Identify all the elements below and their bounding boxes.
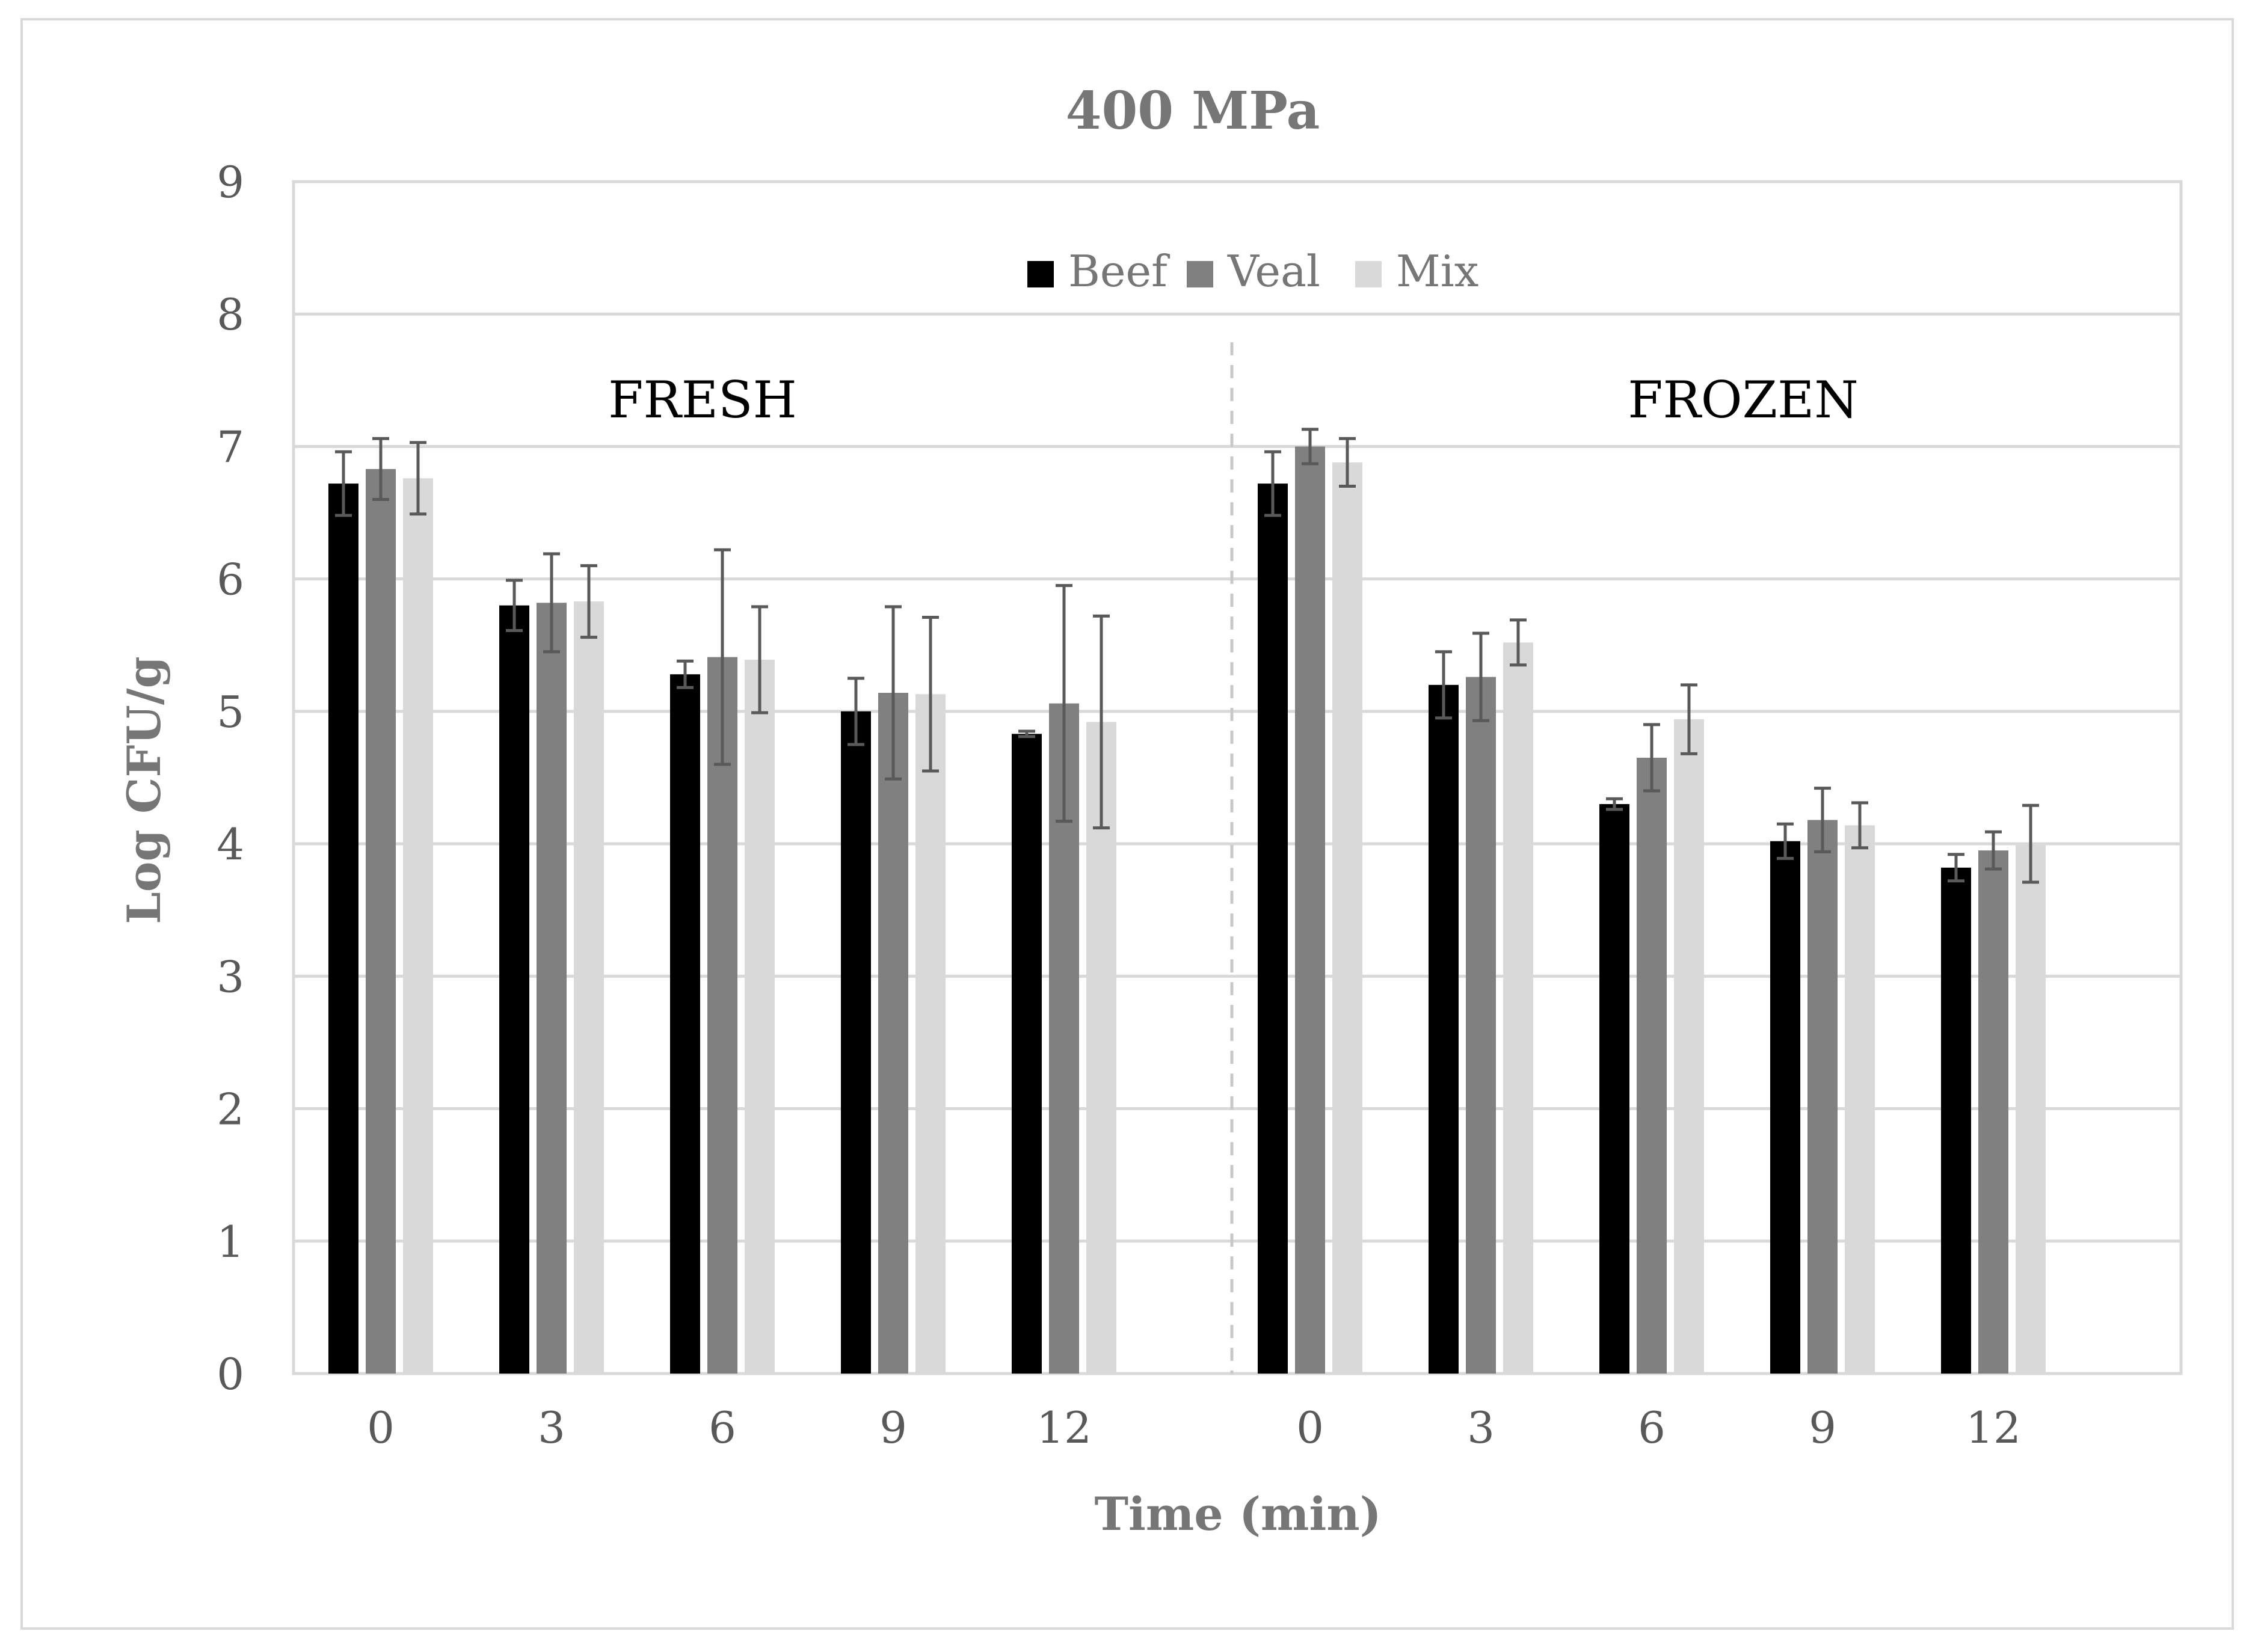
x-tick-label: 9 <box>1809 1402 1836 1453</box>
bar-beef <box>670 674 700 1374</box>
x-axis-label: Time (min) <box>1094 1487 1381 1541</box>
error-bar <box>714 548 731 766</box>
x-tick-label: 12 <box>1966 1402 2021 1453</box>
bar-veal <box>1978 850 2008 1374</box>
bar-veal <box>878 693 908 1374</box>
bar-veal <box>707 657 737 1374</box>
bars <box>328 446 2046 1374</box>
error-bar <box>410 441 426 516</box>
legend-swatch-beef <box>1027 261 1054 287</box>
legend-label-beef: Beef <box>1068 246 1170 296</box>
y-axis: 0 1 2 3 4 5 6 7 8 9 <box>217 157 244 1399</box>
error-bar <box>1777 822 1794 860</box>
y-tick-label: 1 <box>217 1217 244 1267</box>
bar-veal <box>537 603 567 1374</box>
x-tick-label: 6 <box>1638 1402 1666 1453</box>
error-bar <box>1814 787 1831 853</box>
error-bar <box>885 605 902 781</box>
bar-veal <box>1295 446 1325 1374</box>
group-label-frozen: FROZEN <box>1628 370 1859 429</box>
legend-label-veal: Veal <box>1227 246 1320 296</box>
y-axis-label: Log CFU/g <box>117 656 171 924</box>
x-tick-label: 9 <box>879 1402 907 1453</box>
bar-beef <box>1429 684 1459 1374</box>
legend-swatch-veal <box>1187 261 1213 287</box>
error-bar <box>1985 830 2002 871</box>
error-bar <box>1018 729 1035 738</box>
error-bar <box>1643 723 1660 793</box>
error-bar <box>335 450 352 517</box>
chart-title: 400 MPa <box>1066 81 1320 141</box>
error-bar <box>1472 631 1489 722</box>
error-bar <box>1948 853 1964 883</box>
legend-label-mix: Mix <box>1396 246 1478 296</box>
y-tick-label: 3 <box>217 951 244 1002</box>
bar-beef <box>1599 804 1629 1374</box>
y-tick-label: 6 <box>217 554 244 605</box>
bar-beef <box>841 711 871 1374</box>
error-bar <box>677 659 694 689</box>
bar-mix <box>1674 719 1704 1374</box>
error-bar <box>1093 614 1110 830</box>
y-tick-label: 7 <box>217 422 244 472</box>
bar-beef <box>1012 734 1042 1374</box>
x-tick-label: 12 <box>1036 1402 1092 1453</box>
error-bar <box>1606 797 1623 811</box>
bar-veal <box>1637 757 1667 1374</box>
error-bar <box>848 677 864 746</box>
bar-beef <box>499 605 529 1374</box>
legend-swatch-mix <box>1355 261 1382 287</box>
y-tick-label: 2 <box>217 1084 244 1135</box>
error-bar <box>1339 437 1356 488</box>
bar-mix <box>1503 642 1533 1374</box>
bar-beef <box>1258 484 1288 1374</box>
error-bar <box>922 616 939 773</box>
x-tick-label: 3 <box>538 1402 565 1453</box>
group-label-fresh: FRESH <box>608 370 797 429</box>
x-tick-label: 0 <box>367 1402 395 1453</box>
bar-beef <box>1941 867 1971 1374</box>
x-axis: 0 3 6 9 12 0 3 6 9 12 <box>367 1402 2021 1453</box>
y-tick-label: 9 <box>217 157 244 207</box>
error-bar <box>543 552 560 654</box>
error-bars <box>335 428 2039 884</box>
bar-mix <box>574 601 604 1374</box>
legend: Beef Veal Mix <box>1027 246 1478 296</box>
bar-mix <box>745 660 775 1374</box>
x-tick-label: 6 <box>709 1402 736 1453</box>
bar-veal <box>1466 677 1496 1374</box>
error-bar <box>372 437 389 502</box>
error-bar <box>751 605 768 714</box>
y-tick-label: 5 <box>217 687 244 737</box>
error-bar <box>1851 801 1868 850</box>
bar-veal <box>1807 820 1838 1374</box>
bar-mix <box>1332 462 1362 1374</box>
error-bar <box>2022 803 2039 884</box>
x-tick-label: 0 <box>1296 1402 1324 1453</box>
error-bar <box>1510 618 1527 667</box>
error-bar <box>1056 584 1072 823</box>
bar-mix <box>1845 825 1875 1374</box>
error-bar <box>1264 450 1281 517</box>
y-tick-label: 4 <box>217 819 244 870</box>
bar-mix <box>2016 844 2046 1374</box>
bar-beef <box>1770 841 1800 1374</box>
bar-beef <box>328 484 358 1374</box>
bar-veal <box>366 468 396 1374</box>
bar-mix <box>915 694 946 1374</box>
error-bar <box>1681 683 1697 755</box>
error-bar <box>506 579 523 633</box>
bar-mix <box>1086 722 1116 1374</box>
y-tick-label: 8 <box>217 289 244 340</box>
y-tick-label: 0 <box>217 1349 244 1399</box>
x-tick-label: 3 <box>1467 1402 1495 1453</box>
error-bar <box>1435 650 1452 720</box>
bar-mix <box>403 478 433 1374</box>
error-bar <box>1302 428 1318 465</box>
error-bar <box>580 564 597 639</box>
